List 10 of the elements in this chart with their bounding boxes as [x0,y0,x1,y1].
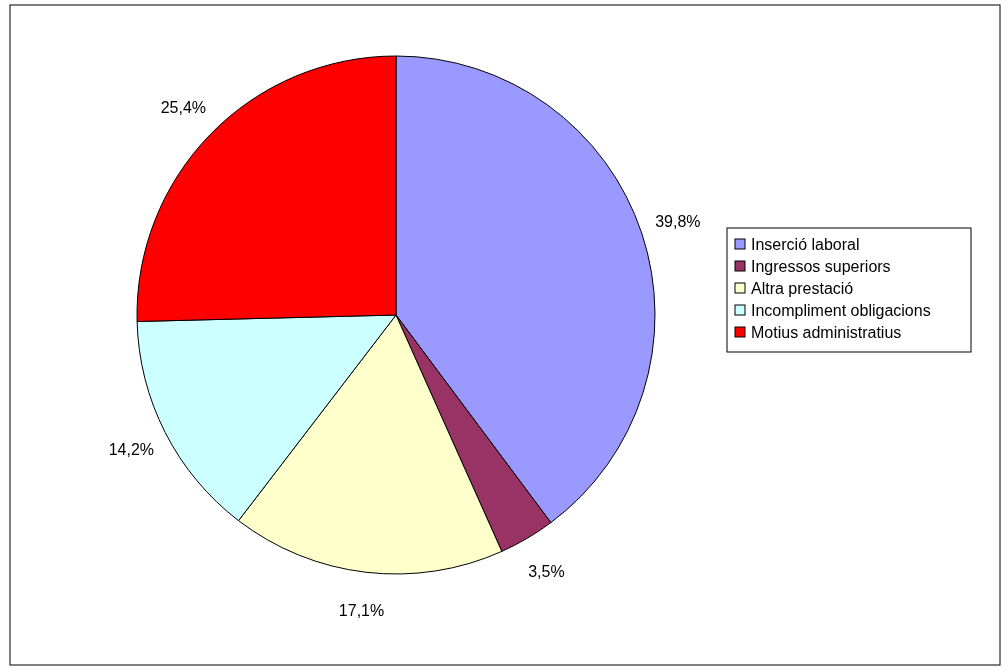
data-label: 14,2% [108,441,155,459]
data-label: 3,5% [528,562,565,580]
legend-label: Altra prestació [751,279,854,297]
legend-label: Ingressos superiors [751,257,891,275]
data-label: 39,8% [655,213,701,231]
data-label: 25,4% [160,99,207,117]
legend-label: Inserció laboral [751,235,860,253]
legend-label: Incompliment obligacions [751,301,931,319]
data-label: 17,1% [338,601,385,619]
legend-label: Motius administratius [751,323,902,341]
